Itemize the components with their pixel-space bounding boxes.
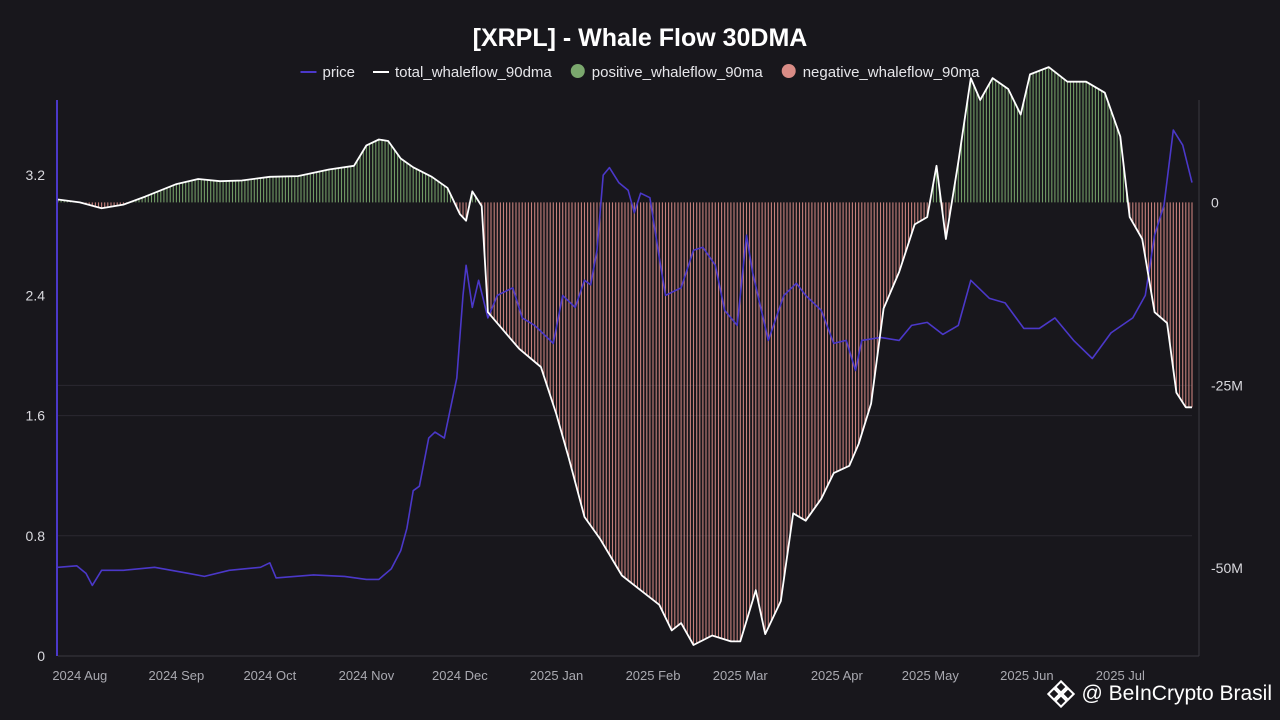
beincrypto-logo-icon [1047, 680, 1076, 708]
x-tick-label: 2024 Sep [149, 668, 205, 683]
legend-label-total: total_whaleflow_90dma [395, 64, 552, 81]
chart-legend: price total_whaleflow_90dma positive_whale… [300, 64, 980, 81]
y-left-tick-label: 3.2 [26, 167, 46, 183]
chart-title: [XRPL] - Whale Flow 30DMA [473, 24, 808, 52]
series-lines [57, 66, 1193, 646]
legend-item-total: total_whaleflow_90dma [373, 64, 552, 81]
tick-labels: 0 0.8 1.6 2.4 3.2 0 -25M -50M 2024 Aug 2024 Sep 20… [26, 167, 1243, 683]
watermark: @ BeInCrypto Brasil [1047, 680, 1272, 708]
y-left-tick-label: 0 [37, 648, 45, 664]
series-line-price [57, 129, 1193, 587]
legend-label-negative: negative_whaleflow_90ma [803, 64, 980, 81]
y-left-tick-label: 1.6 [26, 408, 46, 424]
x-tick-label: 2024 Dec [432, 668, 488, 683]
x-tick-label: 2025 Jan [530, 668, 584, 683]
legend-item-negative: negative_whaleflow_90ma [781, 64, 980, 81]
y-left-tick-label: 0.8 [26, 528, 46, 544]
legend-marker-positive [570, 64, 585, 78]
legend-item-positive: positive_whaleflow_90ma [570, 64, 764, 81]
y-left-tick-label: 2.4 [26, 287, 46, 303]
legend-marker-negative [781, 64, 796, 78]
x-tick-label: 2024 Aug [52, 668, 107, 683]
x-tick-label: 2025 Feb [626, 668, 681, 683]
x-tick-label: 2025 Apr [811, 668, 864, 683]
axes [56, 100, 1200, 657]
series-line-total-whaleflow [57, 66, 1192, 646]
x-tick-label: 2025 Jul [1096, 668, 1145, 683]
whaleflow-bars [57, 67, 1193, 645]
x-tick-label: 2025 May [902, 668, 960, 683]
x-tick-label: 2024 Nov [339, 668, 395, 683]
y-right-tick-label: -25M [1211, 377, 1243, 393]
y-right-tick-label: -50M [1211, 560, 1243, 576]
legend-label-price: price [322, 64, 355, 81]
x-tick-label: 2024 Oct [243, 668, 296, 683]
x-tick-label: 2025 Jun [1000, 668, 1054, 683]
y-right-tick-label: 0 [1211, 194, 1219, 210]
legend-item-price: price [300, 64, 355, 81]
x-tick-label: 2025 Mar [713, 668, 769, 683]
watermark-text: @ BeInCrypto Brasil [1081, 682, 1272, 705]
legend-label-positive: positive_whaleflow_90ma [592, 64, 764, 81]
